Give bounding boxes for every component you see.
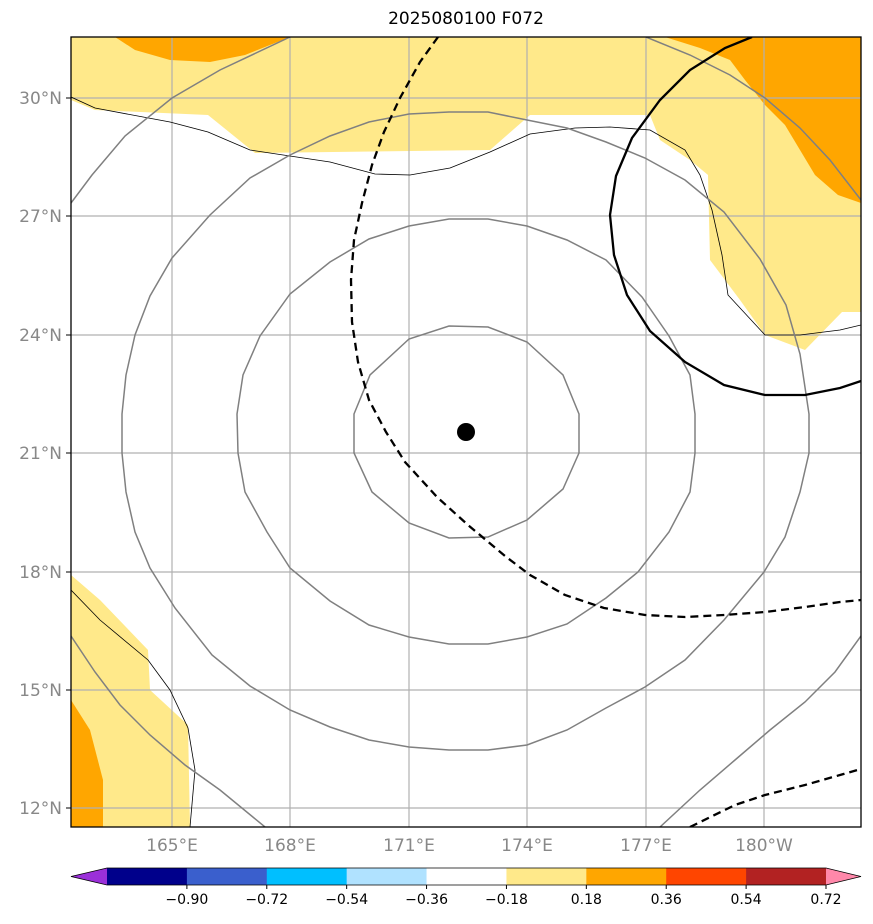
map-frame	[70, 36, 862, 828]
colorbar-tick-label: 0.54	[731, 892, 762, 908]
colorbar-bin	[266, 868, 348, 885]
contour-ring-2	[236, 218, 696, 645]
lon-label-171e: 171°E	[383, 836, 435, 856]
lon-label-180w: 180°W	[735, 836, 793, 856]
colorbar-bin	[107, 868, 188, 885]
lat-label-27n: 27°N	[19, 207, 62, 227]
shade-boundaries	[71, 96, 861, 827]
colorbar-bin	[746, 868, 827, 885]
map-title: 2025080100 F072	[388, 9, 544, 29]
lat-label-15n: 15°N	[19, 681, 62, 701]
gray-contours	[71, 37, 861, 827]
colorbar-extend-high	[826, 868, 861, 885]
colorbar-tick-label: −0.90	[165, 892, 208, 908]
colorbar-bin	[506, 868, 587, 885]
colorbar-bin	[586, 868, 667, 885]
contour-ring-4-east	[645, 37, 861, 201]
lat-ticks	[66, 97, 71, 809]
colorbar-bin	[426, 868, 507, 885]
contour-ring-1	[353, 325, 580, 539]
lat-label-12n: 12°N	[19, 799, 62, 819]
colorbar-outline	[70, 867, 862, 886]
black-solid-contour	[608, 37, 861, 397]
colorbar-tick-label: −0.18	[485, 892, 528, 908]
shade-yellow-north	[71, 37, 861, 350]
dashed-contour-southeast	[689, 767, 861, 827]
lon-labels: 165°E 168°E 171°E 174°E 177°E 180°W	[146, 836, 793, 856]
lon-label-174e: 174°E	[501, 836, 553, 856]
shade-orange-northeast	[665, 37, 861, 203]
colorbar-tick-label: 0.18	[571, 892, 602, 908]
lat-label-30n: 30°N	[19, 89, 62, 109]
shade-orange-southwest	[71, 700, 103, 827]
colorbar-extend-low	[71, 868, 107, 885]
shade-yellow-southwest	[71, 575, 190, 827]
shade-orange-north	[115, 37, 290, 62]
lon-label-177e: 177°E	[620, 836, 672, 856]
lat-label-24n: 24°N	[19, 326, 62, 346]
colorbar-bin	[186, 868, 268, 885]
contour-ring-3	[121, 111, 810, 751]
lat-label-21n: 21°N	[19, 444, 62, 464]
lon-label-168e: 168°E	[264, 836, 316, 856]
contour-ring-4	[71, 37, 291, 204]
lat-label-18n: 18°N	[19, 563, 62, 583]
lon-label-165e: 165°E	[146, 836, 198, 856]
colorbar: −0.90 −0.72 −0.54 −0.36 −0.18 0.18 0.36 0.54 0.7…	[70, 867, 862, 908]
dashed-contour-main	[349, 37, 861, 619]
contour-ring-4-southwest	[71, 635, 266, 827]
colorbar-bin	[346, 868, 428, 885]
colorbar-tick-label: 0.36	[651, 892, 682, 908]
shading-layer	[71, 37, 861, 827]
colorbar-tick-label: −0.36	[405, 892, 448, 908]
colorbar-tick-label: −0.72	[245, 892, 288, 908]
black-dashed-contours	[349, 37, 861, 827]
contour-ring-4-southeast	[659, 635, 861, 827]
storm-center-marker	[457, 423, 475, 441]
lat-labels: 30°N 27°N 24°N 21°N 18°N 15°N 12°N	[19, 89, 62, 819]
colorbar-tick-label: 0.72	[810, 892, 841, 908]
colorbar-bin	[666, 868, 747, 885]
colorbar-tick-label: −0.54	[325, 892, 368, 908]
